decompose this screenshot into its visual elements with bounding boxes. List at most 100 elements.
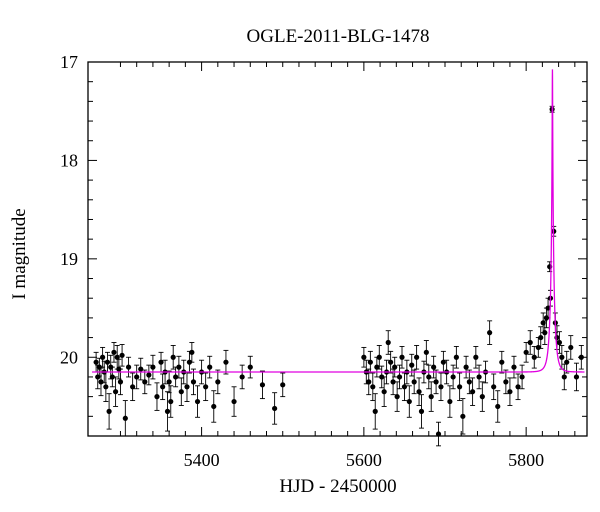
data-point — [146, 364, 152, 386]
data-point — [190, 368, 197, 396]
data-point — [215, 369, 221, 395]
point-marker — [503, 379, 509, 385]
point-marker — [559, 354, 565, 360]
point-marker — [416, 389, 422, 395]
point-marker — [554, 334, 560, 341]
point-marker — [388, 359, 394, 365]
data-point — [134, 364, 140, 390]
point-marker — [366, 379, 372, 385]
point-marker — [203, 384, 209, 390]
data-point — [411, 369, 417, 395]
data-point — [138, 357, 144, 381]
data-point — [173, 366, 179, 388]
point-marker — [154, 394, 160, 400]
x-axis-label: HJD - 2450000 — [279, 476, 396, 497]
y-tick-label: 18 — [60, 150, 78, 170]
data-point — [438, 372, 444, 402]
point-marker — [564, 359, 570, 365]
point-marker — [138, 366, 144, 372]
point-marker — [542, 330, 548, 336]
point-marker — [428, 394, 434, 400]
point-marker — [134, 374, 140, 380]
point-marker — [106, 408, 112, 414]
data-point — [189, 342, 195, 363]
data-point — [460, 398, 466, 435]
data-point — [440, 350, 446, 374]
point-marker — [170, 354, 176, 360]
chart-title: OGLE-2011-BLG-1478 — [247, 26, 430, 47]
point-marker — [160, 384, 166, 390]
point-marker — [190, 379, 197, 385]
data-point — [150, 354, 156, 380]
point-marker — [423, 349, 429, 355]
data-point — [406, 385, 412, 418]
data-point — [428, 381, 434, 412]
point-marker — [568, 344, 574, 351]
data-point — [231, 386, 237, 417]
data-point — [396, 364, 403, 390]
point-marker — [158, 359, 164, 365]
point-marker — [491, 384, 497, 390]
point-marker — [523, 349, 529, 355]
data-point — [447, 385, 453, 418]
data-point — [523, 342, 529, 363]
data-point — [495, 390, 501, 423]
data-point — [491, 373, 497, 401]
data-point — [211, 390, 217, 423]
data-point — [203, 372, 209, 402]
y-tick-label: 17 — [60, 52, 78, 72]
point-marker — [122, 415, 128, 421]
point-marker — [247, 364, 253, 370]
data-point — [158, 351, 164, 373]
data-point — [392, 356, 398, 378]
point-marker — [211, 403, 217, 410]
point-marker — [573, 374, 580, 380]
data-point — [487, 320, 493, 345]
data-point — [176, 355, 182, 379]
data-point — [125, 356, 132, 378]
data-point — [376, 345, 382, 370]
point-marker — [515, 384, 521, 390]
point-marker — [385, 339, 391, 346]
data-point — [515, 373, 521, 401]
data-points — [93, 105, 584, 447]
data-point — [463, 355, 469, 379]
data-point — [370, 372, 376, 402]
point-marker — [431, 364, 437, 370]
data-point — [109, 366, 115, 388]
data-point — [503, 369, 509, 395]
data-point — [473, 345, 479, 369]
data-point — [394, 381, 400, 412]
data-point — [527, 330, 533, 355]
data-point — [130, 372, 136, 402]
point-marker — [361, 354, 367, 360]
x-tick-label: 5600 — [346, 450, 382, 470]
point-marker — [239, 374, 245, 380]
data-point — [160, 373, 166, 401]
plot-frame — [87, 61, 588, 437]
data-point — [450, 364, 456, 390]
data-point — [142, 369, 148, 395]
point-marker — [418, 408, 425, 414]
point-marker — [370, 384, 376, 390]
point-marker — [392, 364, 398, 370]
data-point — [117, 368, 124, 396]
y-tick-label: 20 — [60, 347, 78, 367]
data-point — [435, 421, 442, 447]
point-marker — [93, 359, 99, 365]
point-marker — [125, 364, 132, 370]
data-point — [390, 368, 396, 396]
point-marker — [519, 374, 525, 380]
point-marker — [117, 379, 124, 385]
y-axis-label: I magnitude — [9, 208, 30, 299]
data-point — [519, 364, 525, 390]
point-marker — [223, 359, 229, 365]
y-tick-label: 19 — [60, 249, 78, 269]
data-point — [164, 391, 171, 432]
point-marker — [130, 384, 136, 390]
data-point — [457, 372, 463, 402]
point-marker — [372, 408, 378, 414]
data-point — [162, 359, 168, 385]
point-marker — [450, 374, 456, 380]
point-marker — [495, 403, 501, 410]
